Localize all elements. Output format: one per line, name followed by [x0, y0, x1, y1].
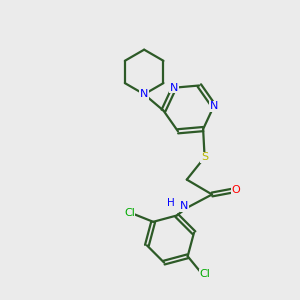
Text: N: N	[180, 201, 189, 212]
Text: Cl: Cl	[199, 269, 210, 279]
Text: O: O	[231, 185, 240, 195]
Text: N: N	[210, 101, 218, 111]
Text: Cl: Cl	[124, 208, 135, 218]
Text: N: N	[170, 83, 178, 93]
Text: S: S	[201, 152, 208, 162]
Text: H: H	[167, 198, 174, 208]
Text: N: N	[140, 89, 148, 99]
